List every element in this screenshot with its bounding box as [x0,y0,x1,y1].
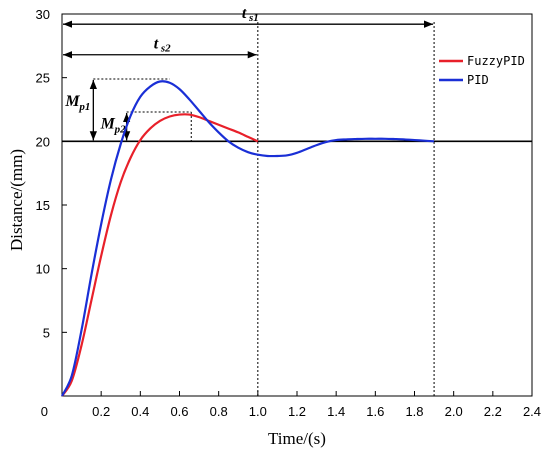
x-tick-label: 2.0 [445,404,463,419]
x-tick-label: 0.6 [170,404,188,419]
ts1-label-sub: s1 [248,12,259,24]
x-axis-label: Time/(s) [268,429,326,448]
y-tick-label: 0 [41,404,48,419]
y-axis-label: Distance/(mm) [7,149,26,251]
mp1-label: M [64,93,80,110]
mp2-label-sub: p2 [114,124,127,136]
y-tick-label: 15 [36,198,50,213]
y-tick-label: 25 [36,71,50,86]
x-tick-label: 0.4 [131,404,149,419]
legend-label-fuzzypid: FuzzyPID [467,54,525,68]
x-tick-label: 1.4 [327,404,345,419]
y-tick-label: 5 [43,325,50,340]
ticks: 0.2 0.4 0.6 0.8 1.0 1.2 1.4 1.6 1.8 2.0 2.2 2.4 0 5 10… [36,7,542,419]
ts1-label: t [242,5,247,22]
x-tick-label: 1.6 [366,404,384,419]
plot-frame [61,13,533,397]
series-line-fuzzypid [61,113,259,397]
axes [61,13,533,397]
legend-label-pid: PID [467,73,489,87]
x-tick-label: 0.8 [210,404,228,419]
mp1-label-sub: p1 [78,101,90,113]
legend: FuzzyPID PID [439,54,525,87]
y-tick-label: 10 [36,262,50,277]
x-tick-label: 1.2 [288,404,306,419]
x-tick-label: 1.8 [405,404,423,419]
mp2-label: M [100,116,116,133]
annotations: t s1t s2M p1M p2 [62,5,435,396]
series-line-pid [61,80,435,397]
x-tick-label: 2.4 [523,404,541,419]
x-tick-label: 0.2 [92,404,110,419]
y-tick-label: 30 [36,7,50,22]
x-tick-label: 2.2 [484,404,502,419]
ts2-label: t [154,36,159,53]
ts2-label-sub: s2 [160,43,171,55]
y-tick-label: 20 [36,134,50,149]
series-layer [61,80,435,397]
x-tick-label: 1.0 [249,404,267,419]
